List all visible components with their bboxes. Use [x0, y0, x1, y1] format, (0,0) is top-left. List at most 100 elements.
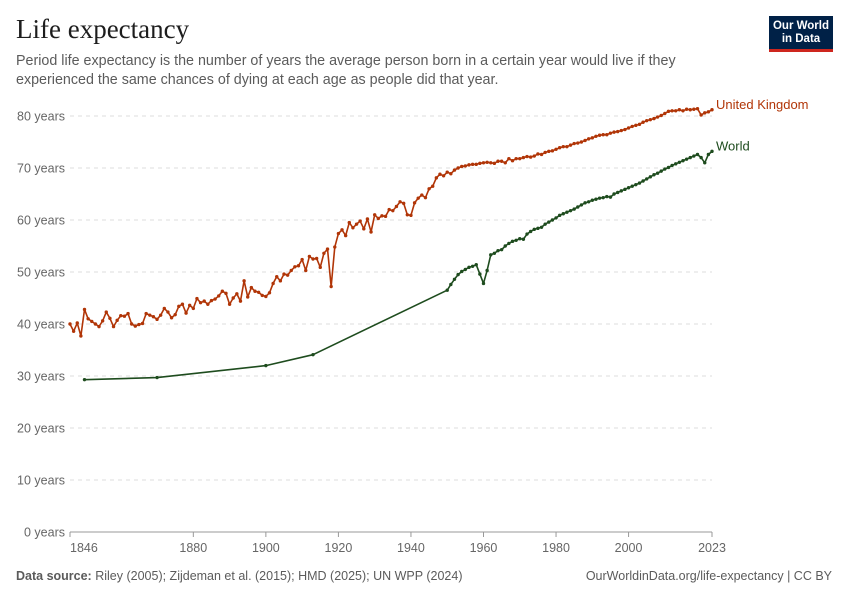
data-point	[162, 306, 167, 311]
data-point	[503, 161, 507, 165]
data-point	[217, 294, 221, 298]
data-point	[594, 134, 598, 138]
data-point	[652, 173, 656, 177]
data-point	[626, 126, 631, 130]
data-point	[572, 141, 576, 146]
data-point	[543, 222, 547, 226]
data-point	[387, 207, 391, 212]
data-point	[351, 226, 355, 230]
y-tick-label: 40 years	[17, 318, 65, 332]
data-point	[365, 217, 370, 221]
data-point	[71, 329, 76, 333]
data-point	[119, 313, 123, 318]
data-point	[565, 144, 569, 149]
owid-logo[interactable]: Our World in Data	[769, 16, 833, 52]
data-point	[401, 201, 406, 206]
data-point	[227, 302, 232, 306]
data-point	[677, 160, 682, 164]
data-point	[663, 167, 667, 171]
data-point	[521, 237, 526, 241]
owid-link[interactable]: OurWorldinData.org/life-expectancy | CC …	[585, 569, 832, 583]
data-point	[213, 297, 217, 301]
y-tick-label: 80 years	[17, 110, 65, 124]
data-point	[282, 272, 286, 276]
data-point	[547, 220, 551, 224]
data-point	[278, 279, 283, 283]
data-point	[449, 282, 453, 287]
data-point	[423, 195, 428, 200]
data-point	[376, 216, 381, 221]
data-point	[470, 264, 475, 268]
data-point	[293, 265, 297, 269]
data-point	[489, 161, 493, 165]
data-point	[184, 311, 188, 315]
data-point	[460, 269, 464, 274]
logo-line-1: Our World	[772, 20, 829, 32]
data-source-label: Data source:	[16, 569, 92, 583]
data-point	[285, 273, 290, 277]
data-point	[347, 220, 351, 225]
data-point	[666, 109, 671, 114]
data-point	[111, 324, 116, 329]
data-point	[583, 201, 587, 205]
data-point	[492, 251, 497, 255]
data-point	[187, 303, 192, 307]
data-point	[93, 322, 98, 326]
data-point	[173, 312, 177, 317]
data-point	[372, 213, 377, 217]
data-point	[695, 107, 700, 111]
data-point	[525, 232, 529, 236]
x-tick-label: 2000	[615, 541, 643, 555]
data-point	[699, 155, 703, 160]
data-point	[474, 162, 478, 167]
data-point	[202, 299, 206, 303]
data-point	[561, 212, 565, 216]
y-tick-label: 70 years	[17, 162, 65, 176]
data-point	[318, 265, 322, 270]
data-point	[528, 229, 533, 234]
series-labels: United Kingdom World	[716, 97, 809, 154]
data-point	[463, 164, 468, 168]
data-point	[605, 133, 609, 137]
data-point	[242, 279, 246, 283]
data-point	[155, 375, 159, 380]
data-point	[427, 187, 431, 191]
data-point	[695, 152, 700, 157]
data-point	[340, 228, 344, 232]
data-point	[452, 168, 457, 172]
data-point	[539, 225, 544, 229]
data-point	[325, 247, 330, 251]
data-point	[456, 272, 460, 277]
data-point	[710, 108, 714, 112]
data-point	[481, 161, 486, 165]
data-point	[623, 127, 627, 132]
x-tick-label: 2023	[698, 541, 726, 555]
data-point	[532, 227, 536, 232]
data-point	[586, 200, 591, 204]
data-point	[68, 322, 72, 326]
data-point	[634, 123, 638, 128]
data-point	[485, 160, 489, 164]
data-point	[256, 290, 261, 294]
data-point	[122, 314, 127, 318]
data-point	[126, 311, 130, 316]
data-point	[489, 253, 493, 257]
x-tick-label: 1960	[470, 541, 498, 555]
data-point	[336, 231, 341, 236]
data-point	[155, 317, 159, 322]
data-point	[90, 319, 94, 324]
data-point	[416, 196, 420, 200]
data-point	[499, 247, 504, 252]
data-point	[412, 201, 417, 205]
data-point	[706, 110, 711, 114]
data-point	[238, 299, 243, 303]
data-point	[177, 304, 181, 309]
data-point	[557, 146, 562, 150]
data-point	[684, 107, 689, 111]
data-point	[452, 277, 457, 281]
data-point	[478, 161, 482, 166]
series-world	[82, 149, 714, 382]
data-point	[137, 322, 141, 327]
data-point	[518, 156, 522, 161]
x-tick-label: 1920	[325, 541, 353, 555]
